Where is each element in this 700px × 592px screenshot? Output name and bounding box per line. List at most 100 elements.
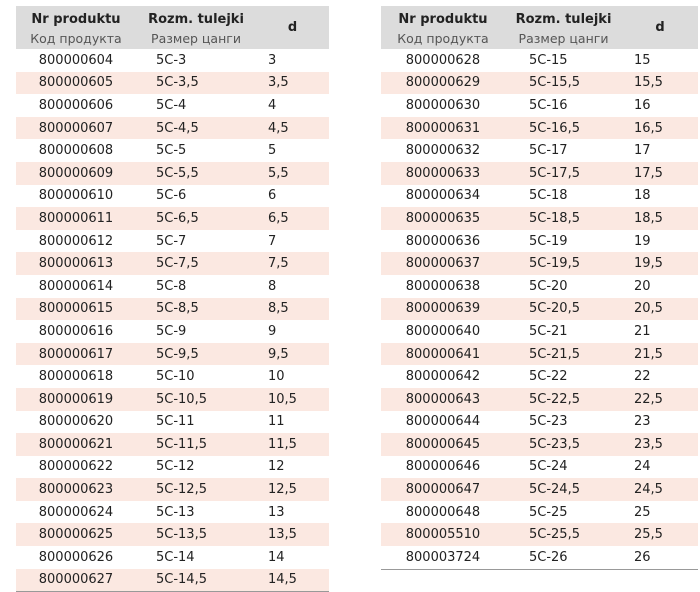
table-body: 800000628 5C-15 15 800000629 5C-15,5 15,5 8000…: [381, 49, 698, 570]
diameter-cell: 24: [634, 459, 651, 475]
product-code-cell: 800000645: [381, 433, 505, 456]
product-code-cell: 800000644: [405, 414, 481, 430]
table-row: 800000614 5C-8 8: [16, 275, 329, 298]
collet-size-cell: 5C-4,5: [136, 116, 256, 140]
table-row: 800000646 5C-24 24: [381, 456, 698, 479]
diameter-cell: 9,5: [256, 342, 329, 366]
diameter-cell: 17: [634, 143, 651, 159]
product-code-cell: 800000630: [405, 97, 481, 113]
collet-size-cell: 5C-13: [156, 504, 195, 520]
diameter-cell: 7,5: [256, 252, 329, 275]
table-row: 800000647 5C-24,5 24,5: [381, 478, 698, 501]
collet-size-cell: 5C-19: [529, 233, 568, 249]
collet-size-cell: 5C-24: [529, 459, 568, 475]
diameter-cell: 21,5: [622, 342, 698, 366]
collet-size-cell: 5C-14,5: [136, 568, 256, 592]
product-code-cell: 800000627: [16, 568, 136, 592]
table-row: 800000639 5C-20,5 20,5: [381, 297, 698, 321]
table-row: 800000611 5C-6,5 6,5: [16, 207, 329, 230]
diameter-cell: 22,5: [622, 387, 698, 411]
product-table-left: Nr produktu Rozm. tulejki d Код продукта…: [16, 6, 329, 592]
product-code-cell: 800000643: [381, 387, 505, 411]
product-table-right: Nr produktu Rozm. tulejki d Код продукта…: [381, 6, 698, 570]
table-row: 800000613 5C-7,5 7,5: [16, 252, 329, 275]
table-row: 800000626 5C-14 14: [16, 546, 329, 569]
product-code-cell: 800000604: [38, 52, 114, 68]
product-code-cell: 800000633: [381, 161, 505, 185]
collet-size-cell: 5C-8: [156, 278, 187, 294]
product-code-cell: 800000618: [38, 369, 114, 385]
table-row: 800000621 5C-11,5 11,5: [16, 433, 329, 456]
table-row: 800000610 5C-6 6: [16, 185, 329, 208]
collet-size-cell: 5C-4: [156, 97, 187, 113]
collet-size-cell: 5C-15: [529, 52, 568, 68]
table-row: 800000623 5C-12,5 12,5: [16, 478, 329, 501]
product-code-cell: 800000634: [405, 188, 481, 204]
diameter-cell: 16,5: [622, 116, 698, 140]
diameter-cell: 8,5: [256, 297, 329, 321]
product-code-cell: 800000617: [16, 342, 136, 366]
collet-size-cell: 5C-7,5: [136, 252, 256, 275]
table-row: 800000612 5C-7 7: [16, 230, 329, 253]
product-code-cell: 800000621: [16, 433, 136, 456]
table-row: 800000625 5C-13,5 13,5: [16, 523, 329, 547]
product-code-cell: 800000629: [381, 71, 505, 95]
product-code-cell: 800000606: [38, 97, 114, 113]
table-row: 800000643 5C-22,5 22,5: [381, 387, 698, 411]
diameter-cell: 14,5: [256, 568, 329, 592]
collet-size-cell: 5C-14: [156, 549, 195, 565]
collet-size-cell: 5C-12: [156, 459, 195, 475]
diameter-cell: 4,5: [256, 116, 329, 140]
collet-size-cell: 5C-13,5: [136, 523, 256, 547]
table-row: 800000631 5C-16,5 16,5: [381, 116, 698, 140]
product-code-cell: 800000608: [38, 143, 114, 159]
diameter-cell: 17,5: [622, 161, 698, 185]
table-row: 800000615 5C-8,5 8,5: [16, 297, 329, 321]
product-code-cell: 800005510: [381, 523, 505, 547]
header-code-ru: Код продукта: [381, 27, 505, 49]
collet-size-cell: 5C-12,5: [136, 478, 256, 501]
collet-size-cell: 5C-10: [156, 369, 195, 385]
diameter-cell: 10: [268, 369, 285, 385]
table-row: 800000604 5C-3 3: [16, 49, 329, 72]
product-code-cell: 800000646: [405, 459, 481, 475]
product-code-cell: 800000640: [405, 323, 481, 339]
product-code-cell: 800000631: [381, 116, 505, 140]
diameter-cell: 11,5: [256, 433, 329, 456]
diameter-cell: 21: [634, 323, 651, 339]
table-row: 800000622 5C-12 12: [16, 456, 329, 479]
diameter-cell: 10,5: [256, 387, 329, 411]
collet-size-cell: 5C-5: [156, 143, 187, 159]
diameter-cell: 3,5: [256, 71, 329, 95]
table-row: 800003724 5C-26 26: [381, 546, 698, 570]
diameter-cell: 18,5: [622, 207, 698, 230]
collet-size-cell: 5C-18,5: [505, 207, 622, 230]
header-size-ru: Размер цанги: [136, 27, 256, 49]
header-size-pl: Rozm. tulejki: [136, 6, 256, 27]
collet-size-cell: 5C-9,5: [136, 342, 256, 366]
diameter-cell: 15,5: [622, 71, 698, 95]
table-row: 800000648 5C-25 25: [381, 501, 698, 524]
diameter-cell: 25,5: [622, 523, 698, 547]
product-code-cell: 800000639: [381, 297, 505, 321]
collet-size-cell: 5C-16,5: [505, 116, 622, 140]
collet-size-cell: 5C-5,5: [136, 161, 256, 185]
product-code-cell: 800000625: [16, 523, 136, 547]
product-code-cell: 800000610: [38, 188, 114, 204]
product-code-cell: 800000620: [38, 414, 114, 430]
table-body: 800000604 5C-3 3 800000605 5C-3,5 3,5 80000060…: [16, 49, 329, 592]
diameter-cell: 6,5: [256, 207, 329, 230]
collet-size-cell: 5C-6,5: [136, 207, 256, 230]
product-code-cell: 800000612: [38, 233, 114, 249]
product-code-cell: 800000614: [38, 278, 114, 294]
header-code-ru: Код продукта: [16, 27, 136, 49]
product-code-cell: 800000641: [381, 342, 505, 366]
product-code-cell: 800000626: [38, 549, 114, 565]
diameter-cell: 23: [634, 414, 651, 430]
diameter-cell: 19: [634, 233, 651, 249]
collet-size-cell: 5C-7: [156, 233, 187, 249]
table-row: 800000618 5C-10 10: [16, 365, 329, 388]
product-code-cell: 800000632: [405, 143, 481, 159]
table-header: Nr produktu Rozm. tulejki d Код продукта…: [381, 6, 698, 49]
collet-size-cell: 5C-26: [505, 546, 622, 570]
